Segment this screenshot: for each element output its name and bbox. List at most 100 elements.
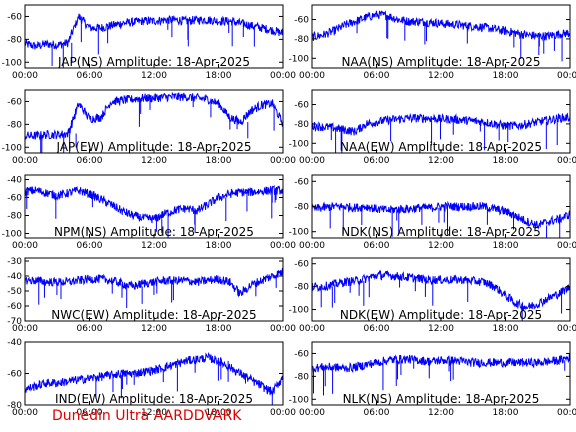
x-tick-label: 12:00 [428, 71, 454, 81]
x-tick-label: 12:00 [141, 408, 167, 418]
x-tick-label: 00:00 [557, 408, 576, 418]
x-tick-label: 00:00 [270, 324, 296, 334]
x-tick-label: 06:00 [77, 408, 103, 418]
footer-credit: Dunedin Ultra AARDDVARK [52, 408, 242, 424]
y-tick-label: -100 [289, 139, 310, 149]
y-tick-label: -100 [2, 143, 23, 153]
y-tick-label: -100 [2, 58, 23, 68]
y-tick-label: -60 [294, 260, 309, 270]
x-tick-label: 00:00 [270, 241, 296, 251]
x-tick-label: 12:00 [428, 241, 454, 251]
y-tick-label: -60 [7, 302, 22, 312]
series-line [25, 13, 283, 50]
y-tick-label: -60 [7, 12, 22, 22]
chart-title: JAP(EW) Amplitude: 18-Apr-2025 [56, 140, 252, 154]
chart-title: IND(EW) Amplitude: 18-Apr-2025 [55, 392, 253, 406]
x-tick-label: 18:00 [206, 241, 232, 251]
x-tick-label: 06:00 [77, 71, 103, 81]
series-line [25, 184, 283, 224]
x-tick-label: 18:00 [493, 241, 519, 251]
y-tick-label: -100 [289, 228, 310, 238]
y-tick-label: -80 [7, 35, 22, 45]
y-tick-label: -40 [7, 338, 22, 348]
y-tick-label: -50 [7, 287, 22, 297]
chart-title: NLK(NS) Amplitude: 18-Apr-2025 [343, 392, 540, 406]
x-tick-label: 00:00 [270, 156, 296, 166]
x-tick-label: 18:00 [493, 71, 519, 81]
chart-title: NAA(NS) Amplitude: 18-Apr-2025 [341, 55, 540, 69]
y-tick-label: -80 [294, 372, 309, 382]
x-tick-label: 00:00 [12, 241, 38, 251]
y-tick-label: -80 [294, 120, 309, 130]
chart-panel-2: -60 -80 -100 00:00 06:00 12:00 18:00 00:00 JAP(E… [2, 89, 296, 166]
chart-title: NAA(EW) Amplitude: 18-Apr-2025 [340, 140, 542, 154]
y-tick-label: -80 [294, 203, 309, 213]
y-tick-label: -60 [294, 349, 309, 359]
x-tick-label: 18:00 [493, 408, 519, 418]
x-tick-label: 06:00 [364, 241, 390, 251]
y-tick-label: -80 [7, 212, 22, 222]
series-line [312, 200, 570, 230]
x-tick-label: 00:00 [557, 71, 576, 81]
x-tick-label: 00:00 [270, 71, 296, 81]
series-line [312, 353, 570, 374]
series-line [312, 112, 570, 136]
x-tick-label: 06:00 [364, 324, 390, 334]
x-tick-label: 06:00 [77, 324, 103, 334]
x-tick-label: 18:00 [493, 324, 519, 334]
y-tick-label: -80 [294, 35, 309, 45]
y-tick-label: -70 [7, 317, 22, 327]
x-tick-label: 00:00 [299, 241, 325, 251]
series-line [25, 351, 283, 396]
x-tick-label: 12:00 [428, 324, 454, 334]
x-tick-label: 00:00 [12, 71, 38, 81]
x-tick-label: 12:00 [141, 324, 167, 334]
x-tick-label: 00:00 [299, 156, 325, 166]
chart-panel-0: -60 -80 -100 00:00 06:00 12:00 18:00 00:00 JAP(N… [2, 4, 296, 81]
x-tick-label: 18:00 [206, 324, 232, 334]
x-tick-label: 18:00 [206, 156, 232, 166]
chart-title: JAP(NS) Amplitude: 18-Apr-2025 [57, 55, 250, 69]
x-tick-label: 00:00 [299, 71, 325, 81]
y-tick-label: -80 [7, 401, 22, 411]
y-tick-label: -100 [289, 395, 310, 405]
y-tick-label: -40 [7, 176, 22, 186]
x-tick-label: 06:00 [364, 408, 390, 418]
chart-title: NWC(EW) Amplitude: 18-Apr-2025 [51, 308, 256, 322]
y-tick-label: -30 [7, 257, 22, 267]
x-tick-label: 00:00 [12, 408, 38, 418]
y-tick-label: -60 [294, 16, 309, 26]
series-line [312, 269, 570, 312]
x-tick-label: 06:00 [77, 156, 103, 166]
chart-title: NPM(NS) Amplitude: 18-Apr-2025 [54, 225, 254, 239]
x-tick-label: 12:00 [141, 71, 167, 81]
y-tick-label: -60 [294, 101, 309, 111]
y-tick-label: -80 [7, 120, 22, 130]
y-tick-label: -60 [7, 97, 22, 107]
x-tick-label: 00:00 [299, 408, 325, 418]
y-tick-label: -100 [2, 230, 23, 240]
x-tick-label: 12:00 [428, 408, 454, 418]
x-tick-label: 18:00 [206, 71, 232, 81]
y-tick-label: -60 [7, 194, 22, 204]
y-tick-label: -80 [294, 283, 309, 293]
y-tick-label: -100 [289, 54, 310, 64]
y-tick-label: -40 [7, 272, 22, 282]
x-tick-label: 18:00 [493, 156, 519, 166]
x-tick-label: 12:00 [141, 156, 167, 166]
x-tick-label: 00:00 [299, 324, 325, 334]
y-tick-label: -60 [294, 177, 309, 187]
x-tick-label: 00:00 [12, 324, 38, 334]
x-tick-label: 00:00 [557, 241, 576, 251]
y-tick-label: -100 [289, 306, 310, 316]
chart-panel-7: -60 -80 -100 00:00 06:00 12:00 18:00 00:00 NDK(E… [289, 257, 576, 334]
chart-title: NDK(NS) Amplitude: 18-Apr-2025 [341, 225, 540, 239]
series-line [25, 91, 283, 141]
series-line [312, 10, 570, 42]
x-tick-label: 06:00 [364, 71, 390, 81]
x-tick-label: 00:00 [270, 408, 296, 418]
